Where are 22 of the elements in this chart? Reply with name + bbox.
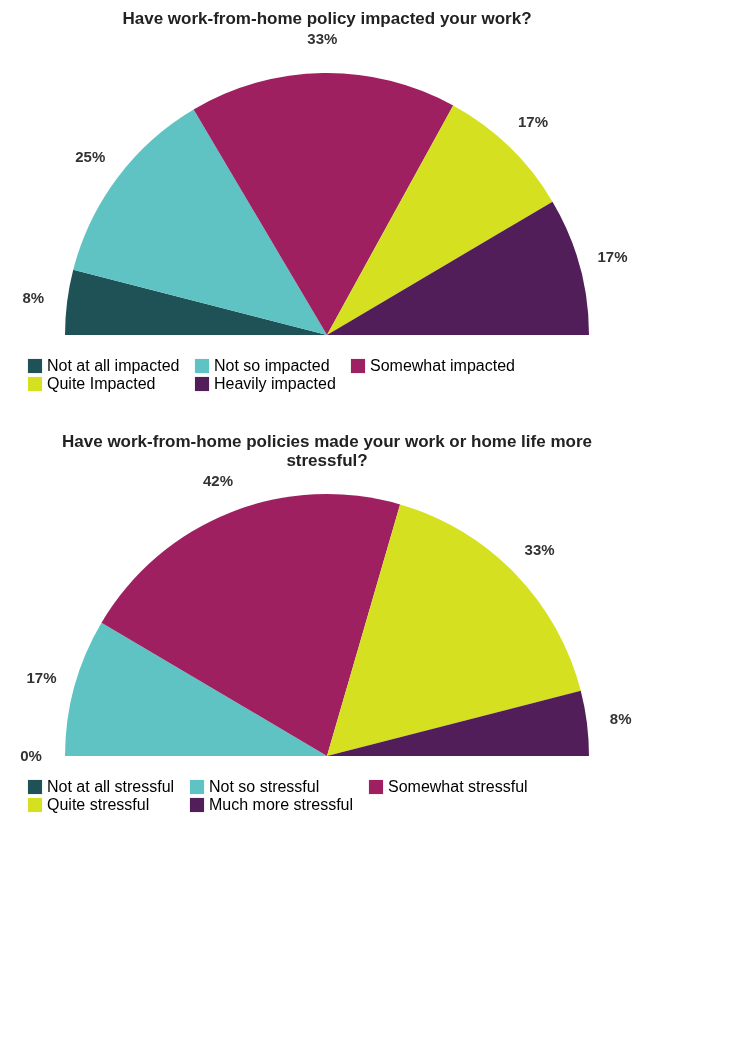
legend-label: Somewhat impacted: [370, 357, 515, 374]
legend-label: Quite Impacted: [47, 375, 156, 392]
chart-title: Have work-from-home policy impacted your work?: [122, 9, 532, 29]
legend-label: Somewhat stressful: [388, 778, 528, 795]
data-label: 17%: [597, 247, 628, 265]
data-label: 42%: [203, 471, 234, 489]
data-label: 33%: [524, 541, 555, 559]
legend-label: Not at all impacted: [47, 357, 180, 374]
legend-label: Quite stressful: [47, 796, 150, 813]
data-label: 17%: [517, 113, 549, 131]
data-label: 8%: [609, 709, 632, 727]
text: 0%: [20, 747, 42, 764]
legend-label: Much more stressful: [209, 796, 354, 813]
chart-title: Have work-from-home policies made your work or home life more stressful?: [62, 431, 592, 470]
data-label: 25%: [75, 148, 106, 166]
legend-label: Heavily impacted: [214, 375, 336, 392]
data-label: 33%: [307, 30, 338, 48]
legend-label: Not at all stressful: [47, 778, 175, 795]
data-label: 17%: [26, 668, 57, 686]
legend-label: Not so stressful: [209, 778, 320, 795]
data-label: 8%: [22, 288, 45, 306]
legend-label: Not so impacted: [214, 357, 330, 374]
